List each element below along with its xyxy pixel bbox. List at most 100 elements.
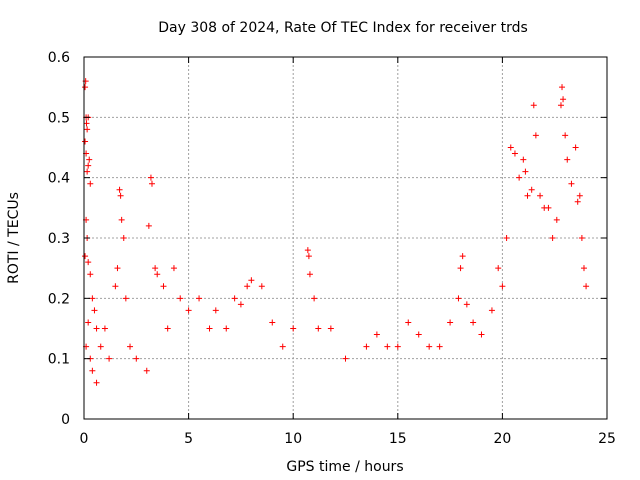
x-tick-label: 10: [284, 431, 302, 447]
data-point: [133, 355, 140, 362]
y-tick-label: 0.2: [48, 291, 70, 307]
data-point: [568, 180, 575, 187]
data-point: [304, 247, 311, 254]
data-point: [488, 307, 495, 314]
chart-title: Day 308 of 2024, Rate Of TEC Index for r…: [158, 20, 528, 36]
data-point: [91, 307, 98, 314]
data-point: [177, 295, 184, 302]
data-point: [478, 331, 485, 338]
data-point: [511, 150, 518, 157]
data-point: [290, 325, 297, 332]
data-point: [116, 186, 123, 193]
data-point: [311, 295, 318, 302]
data-point: [279, 343, 286, 350]
x-tick-label: 25: [598, 431, 616, 447]
data-point: [306, 271, 313, 278]
data-point: [530, 102, 537, 109]
data-point: [87, 271, 94, 278]
y-tick-label: 0.4: [48, 171, 70, 187]
data-point: [185, 307, 192, 314]
data-point: [145, 222, 152, 229]
data-point: [120, 235, 127, 241]
data-point: [315, 325, 322, 332]
data-point: [117, 192, 124, 199]
data-point: [495, 265, 502, 272]
x-axis-label: GPS time / hours: [286, 459, 403, 475]
x-tick-labels: 0 5 10 15 20 25: [80, 431, 616, 447]
data-point: [223, 325, 230, 332]
data-point: [82, 84, 89, 91]
data-point: [520, 156, 527, 163]
data-point: [269, 319, 276, 326]
data-point: [578, 235, 585, 241]
grid: [84, 57, 607, 419]
data-point: [457, 265, 464, 272]
data-point: [154, 271, 161, 278]
data-point: [82, 253, 89, 260]
data-point: [576, 192, 583, 199]
data-point: [237, 301, 244, 308]
x-tick-label: 15: [389, 431, 407, 447]
data-point: [244, 283, 251, 290]
data-point: [580, 265, 587, 272]
data-point: [106, 355, 113, 362]
y-tick-labels: 0 0.1 0.2 0.3 0.4 0.5 0.6: [48, 50, 70, 428]
data-point: [553, 216, 560, 223]
data-point: [470, 319, 477, 326]
data-point: [436, 343, 443, 350]
x-tick-label: 5: [184, 431, 193, 447]
axis-ticks: [83, 56, 608, 420]
data-point: [394, 343, 401, 350]
data-point: [572, 144, 579, 151]
data-point: [258, 283, 265, 290]
data-point: [583, 283, 590, 290]
data-point: [93, 379, 100, 386]
x-tick-label: 20: [493, 431, 511, 447]
x-tick-label: 0: [80, 431, 89, 447]
data-point: [87, 180, 94, 187]
data-point: [405, 319, 412, 326]
data-point: [82, 138, 89, 145]
y-tick-label: 0.6: [48, 50, 70, 66]
data-point: [327, 325, 334, 332]
data-point: [342, 355, 349, 362]
data-point: [248, 277, 255, 284]
data-point: [516, 174, 523, 181]
data-point: [85, 319, 92, 326]
data-point: [564, 156, 571, 163]
data-point: [112, 283, 119, 290]
data-point: [93, 325, 100, 332]
data-point: [459, 253, 466, 260]
data-point: [305, 253, 312, 260]
data-point: [463, 301, 470, 308]
data-point: [415, 331, 422, 338]
data-point: [384, 343, 391, 350]
data-point: [522, 168, 529, 175]
data-point: [455, 295, 462, 302]
data-point: [524, 192, 531, 199]
y-axis-label: ROTI / TECUs: [6, 192, 22, 284]
y-tick-label: 0.1: [48, 352, 70, 368]
data-point: [86, 156, 93, 163]
data-point: [118, 216, 125, 223]
data-point: [574, 198, 581, 205]
data-point: [89, 367, 96, 374]
data-point: [507, 144, 514, 151]
data-point: [231, 295, 238, 302]
data-point: [170, 265, 177, 272]
data-point: [206, 325, 213, 332]
y-tick-label: 0.5: [48, 110, 70, 126]
data-point: [97, 343, 104, 350]
data-point: [528, 186, 535, 193]
data-point: [560, 96, 567, 103]
data-point: [532, 132, 539, 139]
data-point: [148, 180, 155, 187]
data-point: [160, 283, 167, 290]
data-point: [101, 325, 108, 332]
data-point: [557, 102, 564, 109]
data-point: [83, 120, 90, 127]
data-point: [114, 265, 121, 272]
data-point: [562, 132, 569, 139]
data-point: [196, 295, 203, 302]
data-point: [84, 126, 91, 133]
